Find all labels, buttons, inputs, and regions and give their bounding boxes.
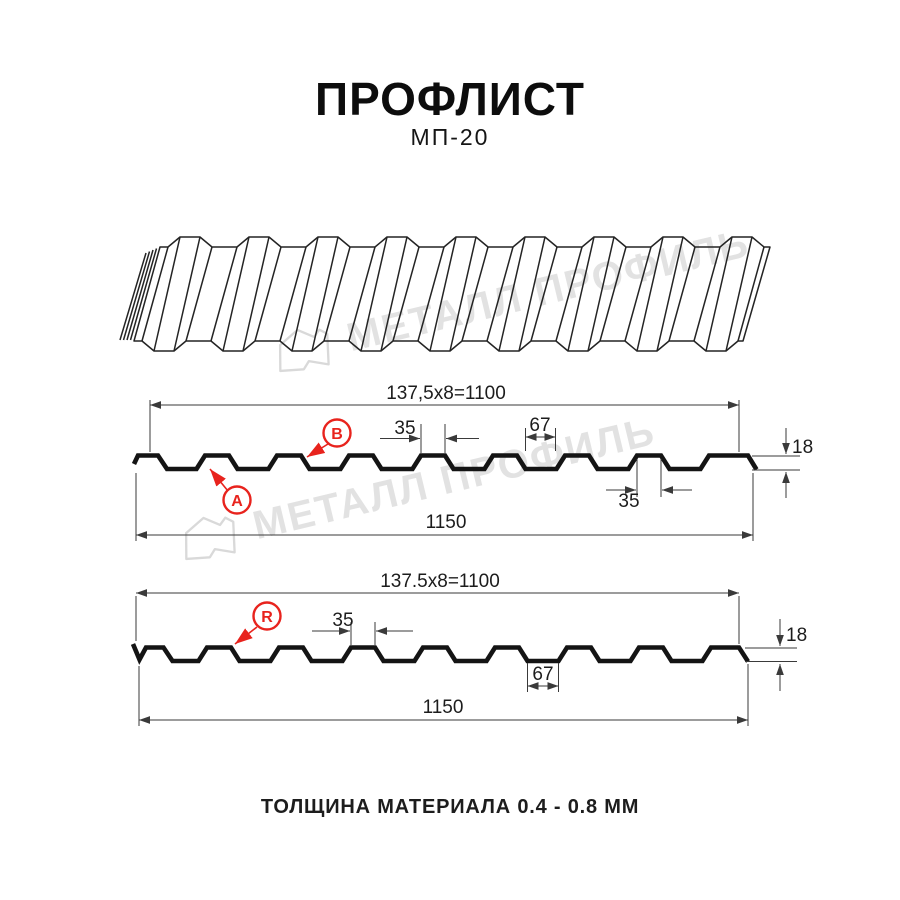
dim-rib-top-width-top: 35 [394,418,415,439]
page-title: ПРОФЛИСТ [315,73,585,125]
callout-r-circle [252,601,282,631]
callout-a-label: A [231,493,243,510]
dim-total-width-bottom: 1150 [423,697,464,718]
page-subtitle: МП-20 [410,124,490,150]
callout-b-circle [322,418,352,448]
callout-a-circle [222,485,252,515]
dim-total-width-top: 1150 [426,512,467,533]
dim-rib-bottom-width-top: 35 [618,491,639,512]
dim-rib-top-width-bottom: 35 [332,610,353,631]
dim-pitch-top: 137,5x8=1100 [386,383,506,404]
dim-height-top: 18 [792,437,813,458]
dim-valley-width-bottom: 67 [532,664,553,685]
callout-r-label: R [261,609,273,626]
cross-section-top: 137,5x8=1100 35 67 18 35 [131,383,813,541]
profile-outline-bottom [130,643,750,665]
cross-section-bottom: 137.5x8=1100 35 67 18 1150 [130,571,807,726]
dim-height-bottom: 18 [786,625,807,646]
dim-valley-width-top: 67 [529,415,550,436]
profile-3d-drawing [119,236,771,352]
profile-outline-top [131,453,759,472]
dim-pitch-bottom: 137.5x8=1100 [380,571,500,592]
callout-b-label: B [331,426,343,443]
material-thickness-note: ТОЛЩИНА МАТЕРИАЛА 0.4 - 0.8 ММ [260,796,640,818]
